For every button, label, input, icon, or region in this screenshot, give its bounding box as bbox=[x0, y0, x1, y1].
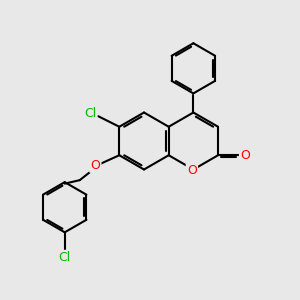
Text: Cl: Cl bbox=[84, 107, 96, 120]
Text: O: O bbox=[187, 164, 197, 178]
Text: Cl: Cl bbox=[58, 251, 71, 264]
Text: O: O bbox=[90, 159, 100, 172]
Text: O: O bbox=[240, 149, 250, 162]
